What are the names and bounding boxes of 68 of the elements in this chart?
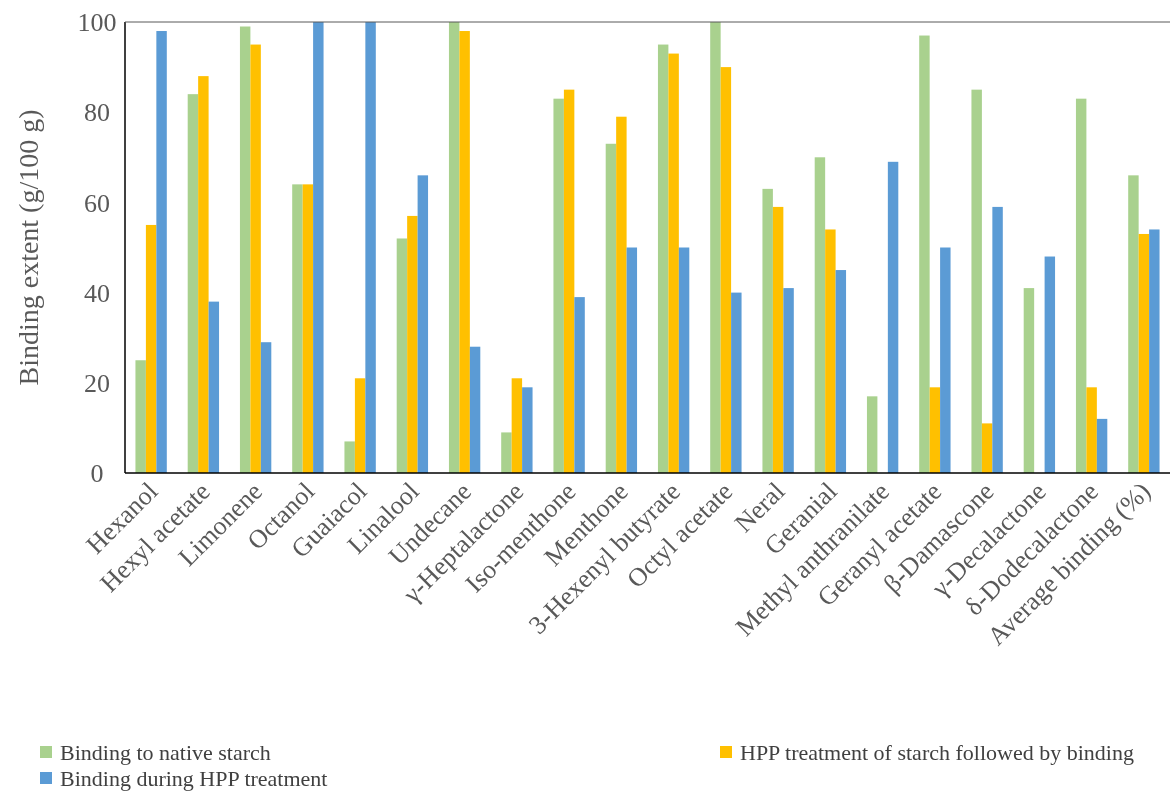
bar <box>929 387 941 473</box>
bar <box>522 387 533 473</box>
bar <box>313 22 324 473</box>
legend-label: Binding during HPP treatment <box>60 766 328 791</box>
y-axis-title: Binding extent (g/100 g) <box>13 109 44 386</box>
bar <box>1149 229 1160 473</box>
bar <box>1128 175 1139 473</box>
bar <box>260 342 272 473</box>
bar <box>511 378 523 473</box>
bar <box>657 44 669 473</box>
bar <box>407 215 418 473</box>
y-tick-label: 60 <box>84 188 110 218</box>
bar <box>1075 98 1087 473</box>
bar <box>156 31 167 473</box>
bar <box>292 184 303 473</box>
bar <box>866 396 878 473</box>
bar <box>574 297 585 473</box>
bar <box>616 116 627 473</box>
legend-label: HPP treatment of starch followed by binding <box>740 740 1134 765</box>
bar <box>239 26 251 473</box>
bar <box>626 247 638 473</box>
bar <box>302 184 314 473</box>
y-tick-label: 100 <box>77 8 117 38</box>
legend-label: Binding to native starch <box>60 740 271 765</box>
bar <box>563 89 575 473</box>
bar <box>678 247 690 473</box>
bar <box>469 346 481 473</box>
bar <box>720 67 732 473</box>
y-tick-label: 0 <box>90 459 104 489</box>
bar <box>919 35 930 473</box>
bar <box>1086 387 1097 473</box>
bar <box>198 76 209 473</box>
bar <box>365 22 376 473</box>
bar <box>992 206 1003 473</box>
bar <box>605 143 617 473</box>
bar <box>145 224 157 473</box>
bar <box>459 31 470 473</box>
bar <box>762 188 773 473</box>
bar <box>772 206 784 473</box>
bar <box>250 44 261 473</box>
bar <box>971 89 982 473</box>
bar <box>417 175 429 473</box>
bar <box>1023 288 1035 473</box>
bar <box>187 94 199 473</box>
bar <box>135 360 146 473</box>
bar <box>835 270 847 473</box>
bar <box>981 423 993 473</box>
bar <box>354 378 366 473</box>
bar <box>1044 256 1056 473</box>
bar <box>783 288 794 473</box>
bar <box>940 247 951 473</box>
bar <box>731 292 742 473</box>
bar <box>553 98 564 473</box>
bar <box>814 157 826 473</box>
y-tick-label: 40 <box>84 278 110 308</box>
bar <box>448 22 460 473</box>
bar <box>501 432 512 473</box>
bar <box>710 22 721 473</box>
y-tick-label: 80 <box>84 98 110 128</box>
bar <box>1096 418 1108 473</box>
bar <box>344 441 355 473</box>
bar <box>668 53 679 473</box>
bar <box>887 161 899 473</box>
bar <box>1138 233 1150 473</box>
bar <box>396 238 408 473</box>
bar <box>825 229 836 473</box>
y-tick-label: 20 <box>84 368 110 398</box>
bar <box>208 301 220 473</box>
